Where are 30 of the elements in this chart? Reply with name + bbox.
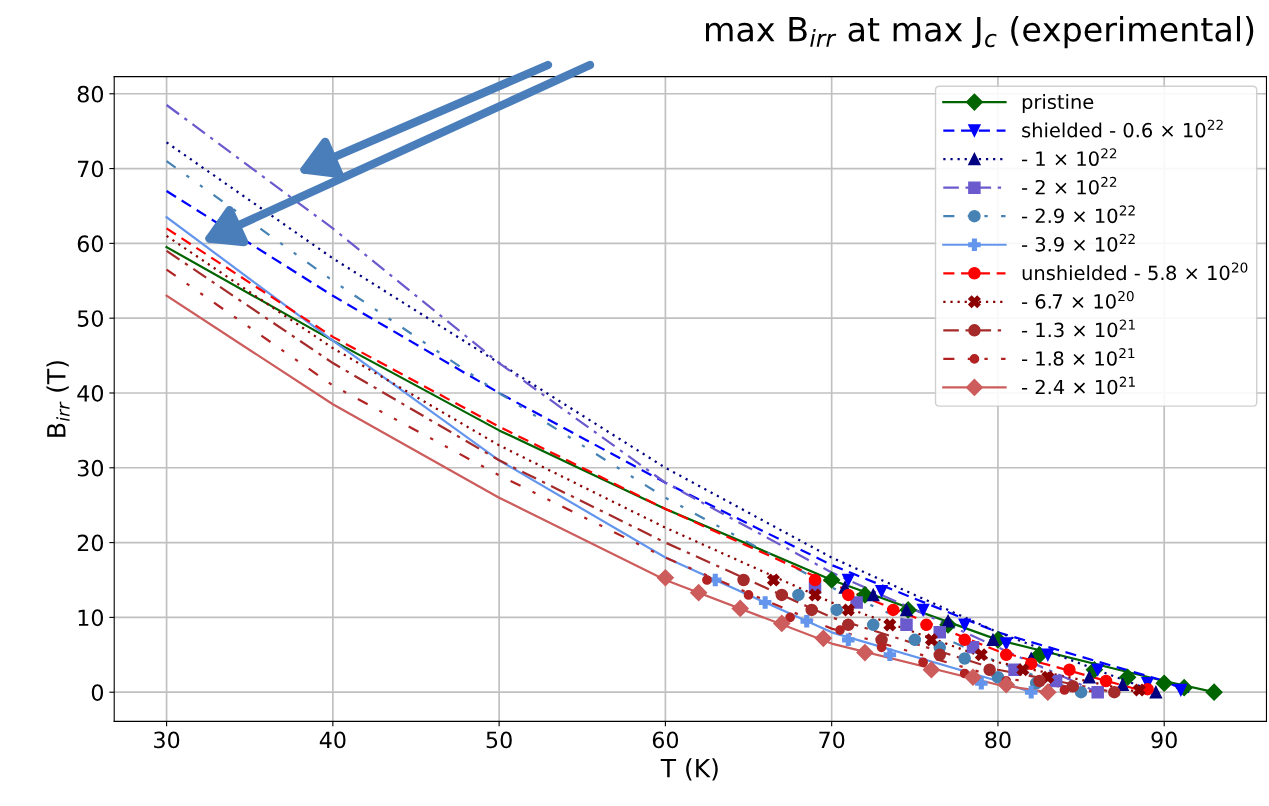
y-tick-label: 10 [78,609,104,627]
legend-label: unshielded - 5.8 × 10$^{20}$ [1022,262,1248,281]
x-tick-label: 50 [486,731,512,749]
legend-label: - 2.4 × 10$^{21}$ [1022,376,1135,395]
legend-label: - 1.8 × 10$^{21}$ [1022,348,1135,366]
legend-label: - 6.7 × 10$^{20}$ [1022,290,1134,309]
y-tick-label: 70 [78,160,104,178]
y-tick-label: 30 [77,459,104,477]
legend-label: - 1.3 × 10$^{21}$ [1022,319,1135,338]
legend-label: - 2.9 × 10$^{22}$ [1022,205,1135,224]
x-tick-label: 70 [819,731,845,749]
y-tick-label: 20 [77,534,104,552]
legend-label: shielded - 0.6 × 10$^{22}$ [1022,119,1223,138]
x-tick-label: 80 [985,731,1011,749]
x-tick-label: 90 [1151,731,1177,749]
x-axis-title: T (K) [660,758,718,781]
y-tick-label: 80 [77,85,104,103]
x-tick-label: 60 [652,731,679,749]
legend-label: - 2 × 10$^{22}$ [1022,176,1117,195]
y-tick-label: 50 [77,310,104,327]
legend-label: - 3.9 × 10$^{22}$ [1022,233,1135,252]
y-tick-label: 60 [77,235,104,253]
x-tick-label: 40 [319,731,346,749]
text: max B$_{irr}$ at max J$_{c}$ (experimental) [706,16,1254,49]
y-axis-title: B$_{irr}$ (T) [46,361,70,437]
legend-label: pristine [1022,94,1094,113]
y-tick-label: 0 [91,684,104,701]
y-tick-label: 40 [77,384,104,402]
legend-label: - 1 × 10$^{22}$ [1022,148,1117,167]
x-tick-label: 30 [154,731,180,749]
